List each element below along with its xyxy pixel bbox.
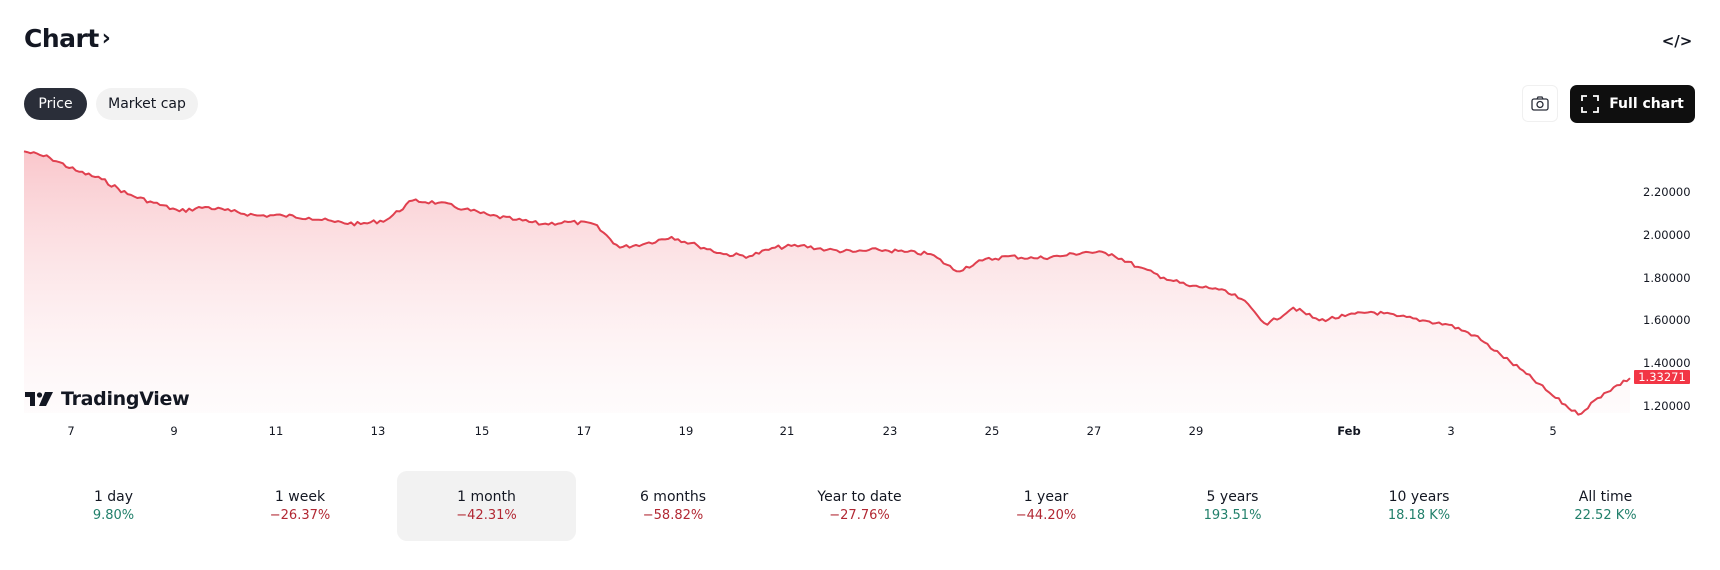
chart-title: Chart	[24, 24, 99, 53]
period-label: 5 years	[1206, 489, 1259, 505]
x-axis-tick-label: 11	[268, 424, 284, 438]
x-axis-tick-label: 15	[474, 424, 490, 438]
x-axis-tick-label: 19	[678, 424, 694, 438]
snapshot-button[interactable]	[1522, 85, 1558, 122]
x-axis-tick-label: 21	[779, 424, 795, 438]
x-axis-tick-label: 9	[170, 424, 178, 438]
x-axis-tick-label: 7	[67, 424, 75, 438]
period-tab-1-month[interactable]: 1 month −42.31%	[397, 471, 576, 541]
price-chart[interactable]	[0, 130, 1720, 420]
x-axis-tick-label: 13	[370, 424, 386, 438]
full-chart-label: Full chart	[1609, 96, 1684, 112]
current-price-value: 1.33271	[1638, 370, 1686, 384]
period-tab-6-months[interactable]: 6 months −58.82%	[584, 471, 763, 541]
period-change-value: −26.37%	[269, 508, 331, 523]
tab-market-cap[interactable]: Market cap	[96, 88, 198, 120]
y-axis-tick-label: 2.00000	[1643, 227, 1691, 242]
chart-title-link[interactable]: Chart ›	[24, 24, 111, 53]
x-axis-tick-label: 27	[1086, 424, 1102, 438]
tab-price-label: Price	[38, 96, 73, 112]
period-tab-1-day[interactable]: 1 day 9.80%	[24, 471, 203, 541]
y-axis-tick-label: 1.20000	[1643, 399, 1691, 413]
x-axis-tick-label: 23	[882, 424, 898, 438]
period-label: 1 day	[93, 489, 134, 505]
period-label: All time	[1578, 489, 1633, 505]
period-tab-1-week[interactable]: 1 week −26.37%	[211, 471, 390, 541]
performance-periods: 1 day 9.80% 1 week −26.37% 1 month −42.31% 6 m…	[24, 471, 1695, 541]
period-tab-5-years[interactable]: 5 years 193.51%	[1143, 471, 1322, 541]
code-icon: </>	[1661, 32, 1693, 50]
tab-price[interactable]: Price	[24, 88, 87, 120]
x-axis-tick-label: Feb	[1337, 424, 1361, 438]
period-label: 10 years	[1388, 489, 1450, 505]
period-label: 1 week	[274, 489, 326, 505]
x-axis-tick-label: 3	[1447, 424, 1455, 438]
period-change-value: −58.82%	[642, 508, 704, 523]
x-axis-tick-label: 29	[1188, 424, 1204, 438]
period-tab-all-time[interactable]: All time 22.52 K%	[1516, 471, 1695, 541]
period-tab-year-to-date[interactable]: Year to date −27.76%	[770, 471, 949, 541]
x-axis-tick-label: 5	[1549, 424, 1557, 438]
tradingview-watermark[interactable]: TradingView	[25, 388, 190, 410]
period-label: 1 month	[457, 489, 516, 505]
y-axis-tick-label: 1.40000	[1643, 356, 1691, 371]
period-change-value: 22.52 K%	[1574, 508, 1637, 523]
tradingview-logo-text: TradingView	[61, 388, 190, 410]
period-label: 1 year	[1023, 489, 1069, 505]
fullscreen-icon	[1581, 95, 1600, 113]
current-price-badge: 1.33271	[1634, 370, 1690, 384]
y-axis-tick-label: 2.20000	[1643, 185, 1691, 199]
period-change-value: −44.20%	[1015, 508, 1077, 523]
period-change-value: 18.18 K%	[1387, 508, 1451, 523]
x-axis-tick-label: 17	[576, 424, 592, 438]
period-change-value: 9.80%	[92, 508, 135, 523]
embed-code-button[interactable]: </>	[1661, 30, 1693, 52]
period-tab-10-years[interactable]: 10 years 18.18 K%	[1330, 471, 1509, 541]
chevron-right-icon: ›	[101, 26, 111, 51]
full-chart-button[interactable]: Full chart	[1570, 85, 1695, 123]
period-label: 6 months	[639, 489, 707, 505]
period-change-value: −42.31%	[456, 508, 517, 523]
tab-market-cap-label: Market cap	[108, 96, 186, 112]
camera-icon	[1531, 96, 1549, 111]
tradingview-logo-icon	[25, 392, 53, 406]
price-line	[23, 150, 1631, 416]
period-label: Year to date	[817, 489, 902, 505]
y-axis-tick-label: 1.60000	[1643, 313, 1691, 328]
period-change-value: 193.51%	[1203, 508, 1262, 523]
period-change-value: −27.76%	[829, 508, 890, 523]
x-axis-tick-label: 25	[984, 424, 1000, 438]
y-axis-tick-label: 1.80000	[1643, 270, 1691, 285]
price-area	[24, 151, 1630, 415]
period-tab-1-year[interactable]: 1 year −44.20%	[957, 471, 1136, 541]
